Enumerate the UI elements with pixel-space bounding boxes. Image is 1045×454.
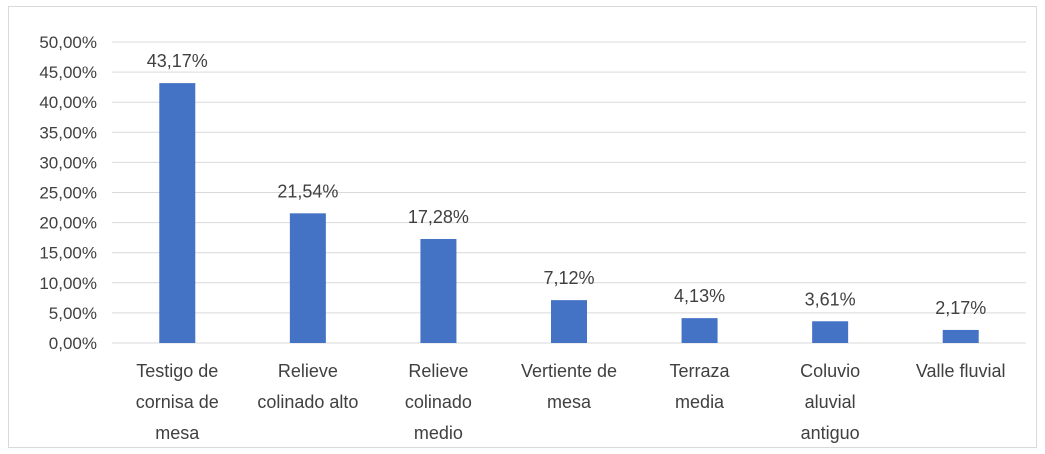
bar bbox=[551, 300, 587, 343]
category-label-line: antiguo bbox=[801, 423, 860, 443]
chart-frame: 0,00% 5,00% 10,00% 15,00% 20,00% 25,00% 30,00%… bbox=[8, 6, 1037, 448]
category-label: Coluvio aluvial antiguo bbox=[800, 361, 860, 443]
data-labels: 43,17% 21,54% 17,28% 7,12% 4,13% 3,61% 2,17% bbox=[147, 51, 986, 318]
y-axis-tick-labels: 0,00% 5,00% 10,00% 15,00% 20,00% 25,00% 30,00%… bbox=[39, 33, 97, 353]
category-label-line: aluvial bbox=[805, 392, 856, 412]
category-label-line: Terraza bbox=[670, 361, 731, 381]
category-label-line: Relieve bbox=[408, 361, 468, 381]
category-label-line: Vertiente de bbox=[521, 361, 617, 381]
bar bbox=[812, 321, 849, 343]
data-label: 43,17% bbox=[147, 51, 208, 71]
bar-chart: 0,00% 5,00% 10,00% 15,00% 20,00% 25,00% 30,00%… bbox=[39, 33, 1026, 443]
y-tick-label: 10,00% bbox=[39, 274, 97, 293]
y-tick-label: 30,00% bbox=[39, 153, 97, 172]
category-label-line: colinado bbox=[405, 392, 472, 412]
data-label: 4,13% bbox=[674, 286, 725, 306]
data-label: 3,61% bbox=[805, 289, 856, 309]
category-label-line: Relieve bbox=[278, 361, 338, 381]
category-label: Vertiente de mesa bbox=[521, 361, 617, 412]
category-label-line: cornisa de bbox=[136, 392, 219, 412]
y-tick-label: 15,00% bbox=[39, 244, 97, 263]
bars bbox=[159, 83, 979, 343]
category-label: Testigo de cornisa de mesa bbox=[136, 361, 219, 443]
y-tick-label: 20,00% bbox=[39, 214, 97, 233]
category-label: Valle fluvial bbox=[916, 361, 1006, 381]
y-tick-label: 25,00% bbox=[39, 184, 97, 203]
category-label-line: Testigo de bbox=[136, 361, 218, 381]
category-label-line: mesa bbox=[155, 423, 200, 443]
y-tick-label: 5,00% bbox=[49, 304, 97, 323]
data-label: 7,12% bbox=[543, 268, 594, 288]
x-axis-category-labels: Testigo de cornisa de mesa Relieve colinado … bbox=[136, 361, 1006, 443]
category-label: Relieve colinado medio bbox=[405, 361, 472, 443]
category-label-line: mesa bbox=[547, 392, 592, 412]
y-tick-label: 45,00% bbox=[39, 63, 97, 82]
data-label: 17,28% bbox=[408, 207, 469, 227]
category-label: Terraza media bbox=[670, 361, 731, 412]
y-tick-label: 50,00% bbox=[39, 33, 97, 52]
y-tick-label: 0,00% bbox=[49, 334, 97, 353]
category-label-line: medio bbox=[414, 423, 463, 443]
bar bbox=[942, 329, 979, 343]
category-label-line: Valle fluvial bbox=[916, 361, 1006, 381]
bar bbox=[681, 318, 718, 343]
bar bbox=[420, 238, 457, 343]
category-label-line: colinado alto bbox=[257, 392, 358, 412]
y-tick-label: 40,00% bbox=[39, 93, 97, 112]
bar bbox=[159, 83, 196, 343]
category-label: Relieve colinado alto bbox=[257, 361, 358, 412]
category-label-line: media bbox=[675, 392, 725, 412]
gridlines bbox=[112, 41, 1026, 344]
data-label: 21,54% bbox=[277, 181, 338, 201]
category-label-line: Coluvio bbox=[800, 361, 860, 381]
bar bbox=[289, 213, 326, 343]
y-tick-label: 35,00% bbox=[39, 123, 97, 142]
data-label: 2,17% bbox=[935, 298, 986, 318]
